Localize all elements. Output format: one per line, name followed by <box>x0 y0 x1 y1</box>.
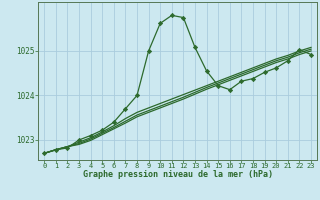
X-axis label: Graphe pression niveau de la mer (hPa): Graphe pression niveau de la mer (hPa) <box>83 170 273 179</box>
